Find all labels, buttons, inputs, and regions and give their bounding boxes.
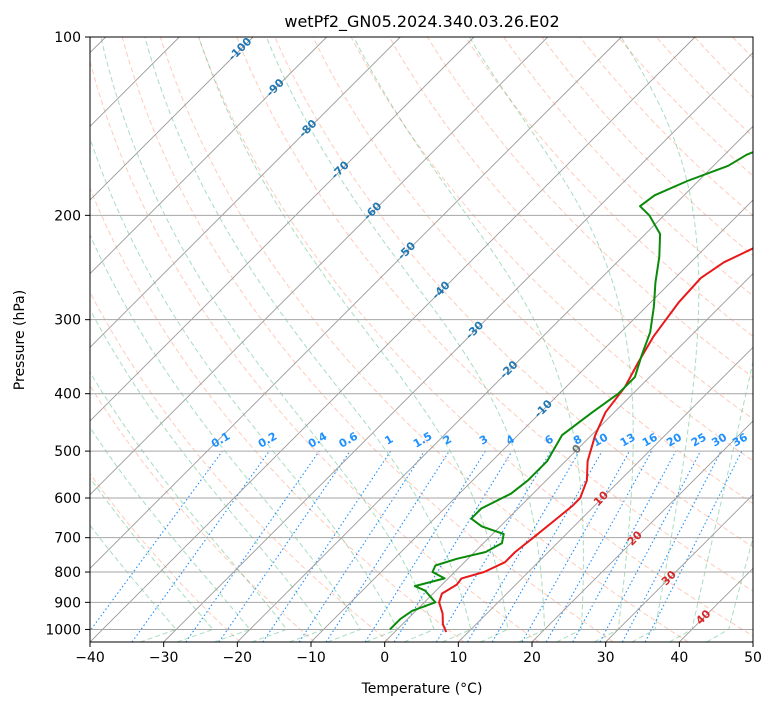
isotherm-line [90,37,696,642]
mixing-ratio-line [364,450,486,642]
dry-adiabat [579,37,753,217]
chart-title: wetPf2_GN05.2024.340.03.26.E02 [284,12,559,32]
y-axis-ticks: 100 200 300 400 500 600 700 800 900 1000 [45,30,90,638]
x-tick-label: 50 [744,650,762,666]
mixing-ratio-line [521,450,630,642]
dry-adiabat [159,37,689,642]
moist-adiabat [90,371,288,642]
moist-adiabat [144,37,472,642]
mixing-ratio-line [572,450,677,642]
isotherm-line [531,420,753,642]
dry-adiabat [90,472,241,642]
dry-adiabat [465,37,753,337]
x-axis-label: Temperature (°C) [361,681,483,697]
mixing-ratio-line [467,450,580,642]
profiles [389,151,753,633]
y-tick-label: 800 [54,565,81,581]
x-tick-label: 0 [380,650,389,666]
moist-adiabat [100,37,435,642]
dry-adiabat [350,37,753,462]
moist-adiabat [90,426,251,642]
isotherm-line [90,37,401,348]
isotherm-line [90,37,475,422]
x-tick-label: −20 [223,650,253,666]
y-tick-label: 200 [54,208,81,224]
y-tick-label: 400 [54,387,81,403]
dewpoint-profile [389,151,753,631]
isotherm-line [90,37,327,275]
dry-adiabat [771,37,775,642]
isotherm-line [90,37,254,201]
dry-adiabat [312,37,753,505]
dry-adiabat [236,37,753,592]
mixing-ratio-line [325,450,450,642]
isotherm-line [163,52,753,642]
isotherm-line [90,37,622,569]
y-tick-label: 600 [54,491,81,507]
moist-adiabat [353,37,584,642]
x-tick-label: −40 [75,650,105,666]
plot-frame [89,36,754,643]
moist-adiabat [90,308,325,642]
moist-adiabat [265,37,546,642]
y-tick-label: 500 [54,444,81,460]
dry-adiabat [90,186,465,642]
y-tick-label: 700 [54,531,81,547]
isotherm-line [237,125,753,642]
isotherm-line [310,199,753,642]
mixing-ratio-line [218,450,351,642]
y-axis-label: Pressure (hPa) [12,290,28,390]
mixing-ratio-line [491,450,603,642]
moist-adiabat [90,136,398,642]
isotherm-line [384,273,753,642]
x-tick-label: 40 [670,650,688,666]
y-tick-label: 100 [54,30,81,46]
isotherm-line [605,494,753,642]
y-tick-label: 1000 [45,622,81,638]
moist-adiabat [198,37,509,642]
dry-adiabat [90,384,316,642]
x-tick-label: 30 [597,650,615,666]
moist-adiabat [669,358,753,642]
x-tick-label: −10 [296,650,326,666]
dry-adiabat [274,37,753,548]
y-tick-label: 900 [54,595,81,611]
x-axis-ticks: −40 −30 −20 −10 0 10 20 30 40 50 [75,642,762,666]
plot-background [90,37,753,642]
x-tick-label: 10 [449,650,467,666]
temperature-profile [438,247,753,633]
mixing-ratio-labels: 0.1 0.2 0.4 0.6 1 1.5 2 3 4 6 8 10 13 16 20 25 30 36 [209,429,750,450]
dry-adiabat [90,59,540,642]
dry-adiabat [121,37,614,642]
x-tick-label: −30 [149,650,179,666]
isotherm-line [458,346,753,642]
y-tick-label: 300 [54,313,81,329]
x-tick-label: 20 [523,650,541,666]
dry-adiabat [90,291,390,642]
dry-adiabat [426,37,753,378]
isotherm-line [752,641,753,642]
isotherm-line [90,37,548,496]
mixing-ratio-line [185,450,320,642]
background-lines [90,37,775,642]
mixing-ratio-line [435,450,552,642]
